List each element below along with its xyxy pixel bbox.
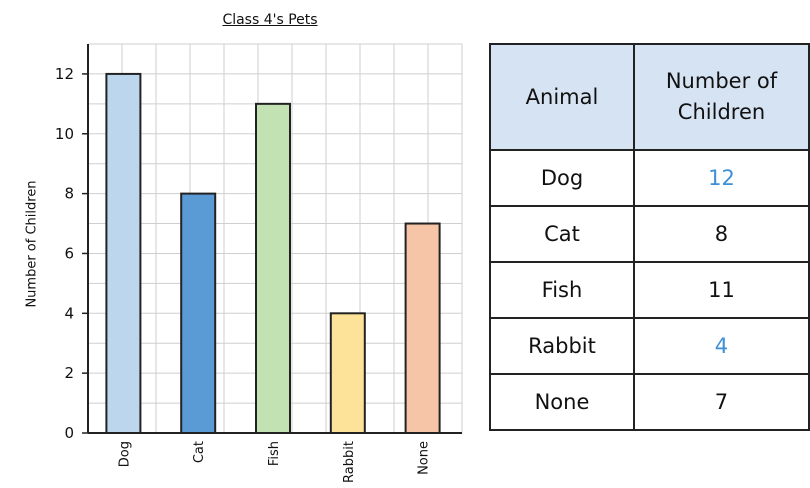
- bar-rabbit: [329, 312, 366, 434]
- cell-count: 8: [632, 205, 810, 263]
- header-animal: Animal: [489, 43, 635, 151]
- chart-svg: 0 2 4 6 8 10 12 Dog Cat Fish Rabbit None: [55, 43, 463, 483]
- x-tick-label: Fish: [267, 441, 282, 466]
- table-row: Fish 11: [489, 261, 810, 319]
- y-tick-label: 8: [64, 185, 74, 203]
- cell-count: 4: [632, 317, 810, 375]
- cell-count: 12: [632, 149, 810, 207]
- y-tick-label: 4: [64, 304, 74, 322]
- cell-animal: Cat: [489, 205, 635, 263]
- table-row: Dog 12: [489, 149, 810, 207]
- x-tick-label: Dog: [117, 441, 132, 467]
- y-tick-label: 10: [55, 125, 74, 143]
- cell-animal: Fish: [489, 261, 635, 319]
- cell-count: 11: [632, 261, 810, 319]
- bar-fish: [255, 102, 291, 434]
- table-row: None 7: [489, 373, 810, 431]
- chart-title: Class 4's Pets: [222, 12, 318, 28]
- cell-animal: Rabbit: [489, 317, 635, 375]
- cell-count: 7: [632, 373, 810, 431]
- bar-none: [404, 222, 441, 434]
- x-tick-label: Cat: [192, 441, 207, 463]
- table-row: Cat 8: [489, 205, 810, 263]
- pets-table: Animal Number of Children Dog 12 Cat 8 F…: [489, 43, 810, 431]
- bar-dog: [105, 72, 142, 435]
- table-header-row: Animal Number of Children: [489, 43, 810, 151]
- x-tick-label: None: [417, 441, 432, 475]
- y-tick-label: 2: [64, 364, 74, 382]
- y-tick-label: 12: [55, 65, 74, 83]
- y-tick-label: 6: [64, 244, 74, 262]
- cell-animal: None: [489, 373, 635, 431]
- table-row: Rabbit 4: [489, 317, 810, 375]
- header-number-of-children: Number of Children: [632, 43, 810, 151]
- y-tick-label: 0: [64, 424, 74, 442]
- header-number-text: Number of Children: [665, 68, 778, 125]
- x-tick-label: Rabbit: [342, 441, 357, 483]
- cell-animal: Dog: [489, 149, 635, 207]
- bar-cat: [180, 192, 217, 434]
